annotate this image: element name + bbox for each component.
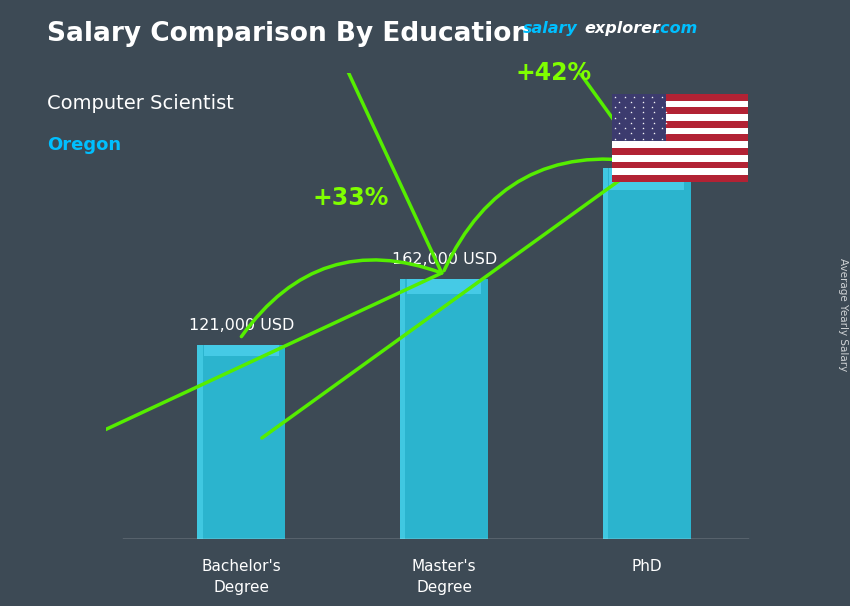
Text: Oregon: Oregon — [47, 136, 121, 155]
Text: Bachelor's
Degree: Bachelor's Degree — [201, 559, 281, 594]
Bar — [612, 141, 748, 148]
Bar — [407, 279, 481, 295]
Text: Salary Comparison By Education: Salary Comparison By Education — [47, 21, 530, 47]
Bar — [609, 168, 684, 190]
Text: +42%: +42% — [516, 61, 592, 85]
Text: Average Yearly Salary: Average Yearly Salary — [838, 259, 848, 371]
Bar — [197, 345, 202, 539]
Text: 162,000 USD: 162,000 USD — [392, 253, 497, 267]
Bar — [400, 279, 405, 539]
Bar — [603, 168, 608, 539]
Bar — [204, 345, 279, 356]
Text: +33%: +33% — [313, 186, 389, 210]
Text: 231,000 USD: 231,000 USD — [611, 141, 717, 156]
Bar — [612, 107, 748, 114]
Bar — [612, 135, 748, 141]
Bar — [400, 279, 488, 539]
Bar — [612, 155, 748, 162]
Bar — [612, 114, 748, 121]
Bar — [612, 101, 748, 107]
Bar — [612, 168, 748, 175]
Bar — [197, 345, 286, 539]
Bar — [612, 94, 748, 101]
Bar — [612, 162, 748, 168]
FancyArrowPatch shape — [14, 0, 442, 472]
Bar — [612, 121, 748, 128]
Text: Computer Scientist: Computer Scientist — [47, 94, 234, 113]
Bar — [612, 128, 748, 135]
Bar — [612, 175, 748, 182]
Bar — [612, 94, 666, 141]
FancyArrowPatch shape — [262, 0, 644, 438]
Bar — [612, 148, 748, 155]
Text: Master's
Degree: Master's Degree — [411, 559, 476, 594]
Text: explorer: explorer — [584, 21, 660, 36]
Text: salary: salary — [523, 21, 577, 36]
Text: PhD: PhD — [632, 559, 662, 574]
Bar — [603, 168, 691, 539]
Text: .com: .com — [654, 21, 698, 36]
Text: 121,000 USD: 121,000 USD — [189, 318, 294, 333]
